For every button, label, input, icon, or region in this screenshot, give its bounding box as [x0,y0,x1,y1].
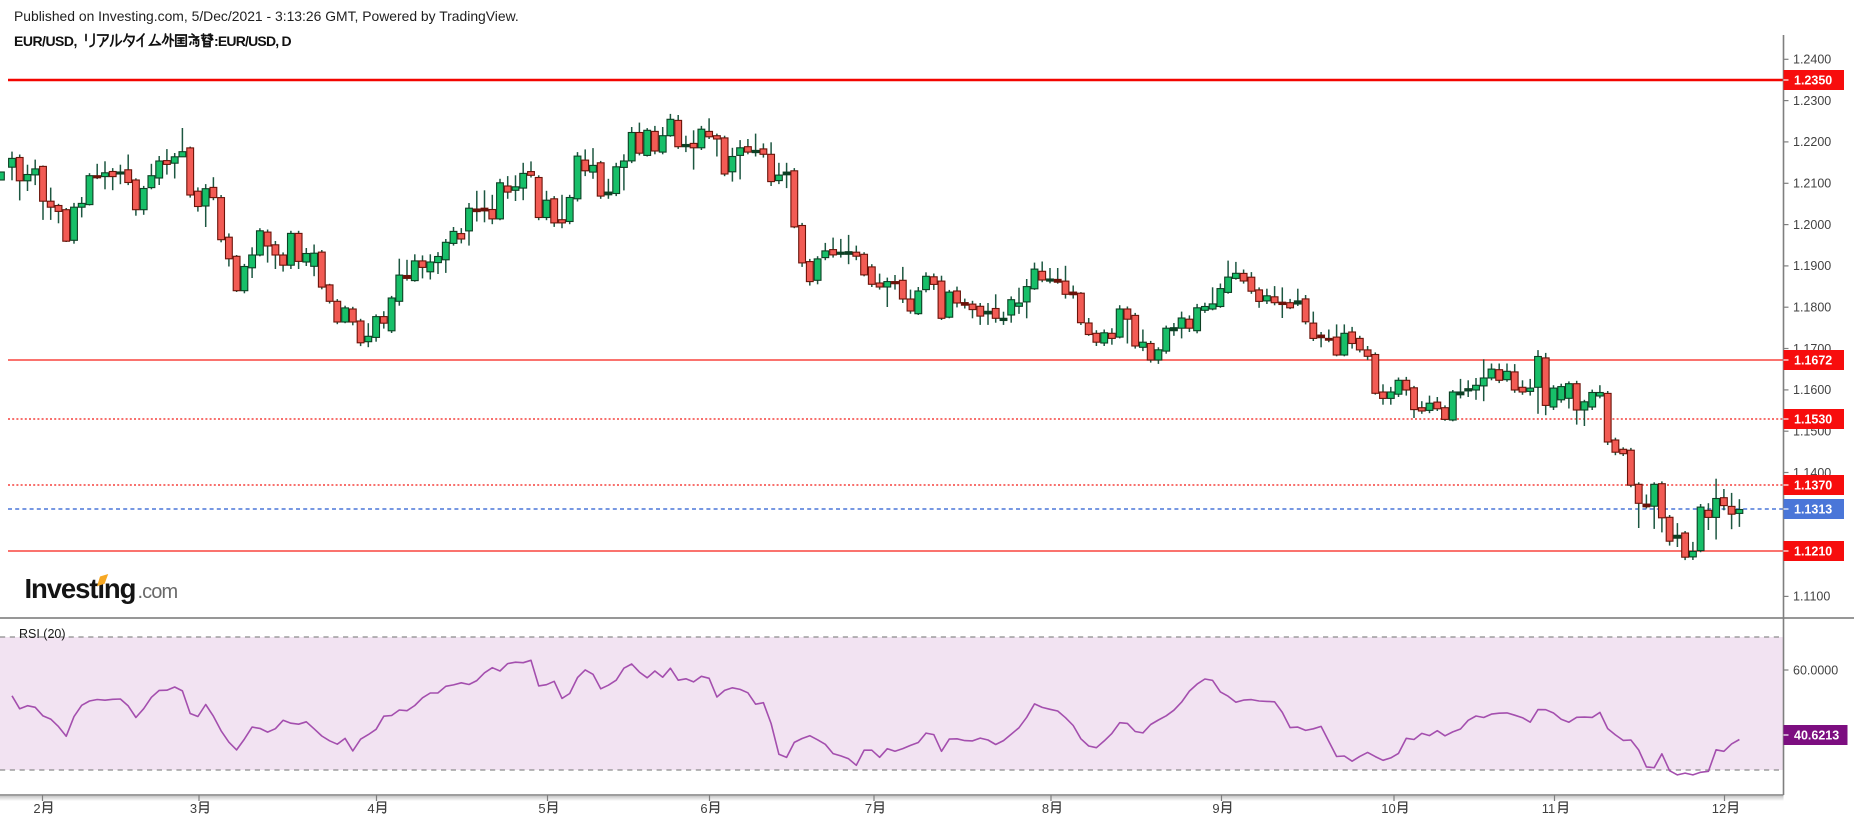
svg-text:5: 5 [538,801,545,816]
svg-text:7: 7 [865,801,872,816]
svg-text:4: 4 [367,801,374,816]
svg-text:1.2300: 1.2300 [1793,94,1831,108]
svg-text:8: 8 [1042,801,1049,816]
svg-text:1.2400: 1.2400 [1793,53,1831,67]
svg-text:1.1800: 1.1800 [1793,301,1831,315]
svg-text:10: 10 [1381,801,1395,816]
svg-text:3: 3 [190,801,197,816]
svg-text::EUR/USD, D: :EUR/USD, D [214,33,291,49]
svg-text:1.1900: 1.1900 [1793,259,1831,273]
svg-text:12: 12 [1712,801,1726,816]
svg-text:1.1370: 1.1370 [1794,479,1832,493]
svg-text:Investıng: Investıng [25,573,136,604]
svg-text:RSI (20): RSI (20) [19,627,66,641]
svg-text:1.1210: 1.1210 [1794,545,1832,559]
svg-text:.com: .com [138,581,178,603]
svg-text:1.1600: 1.1600 [1793,383,1831,397]
svg-text:6: 6 [700,801,707,816]
svg-text:2: 2 [33,801,40,816]
svg-text:1.1672: 1.1672 [1794,354,1832,368]
svg-text:1.1100: 1.1100 [1793,590,1830,604]
svg-text:Published on Investing.com, 5/: Published on Investing.com, 5/Dec/2021 -… [14,8,519,24]
svg-text:1.1530: 1.1530 [1794,413,1832,427]
svg-text:1.2000: 1.2000 [1793,218,1831,232]
svg-text:1.2350: 1.2350 [1794,74,1832,88]
svg-text:1.1313: 1.1313 [1794,503,1832,517]
svg-text:60.0000: 60.0000 [1793,663,1838,677]
svg-text:1.2200: 1.2200 [1793,135,1831,149]
svg-text:EUR/USD,: EUR/USD, [14,33,77,49]
svg-text:1.2100: 1.2100 [1793,177,1831,191]
svg-text:9: 9 [1212,801,1219,816]
svg-text:11: 11 [1542,801,1556,816]
svg-text:40.6213: 40.6213 [1794,729,1839,743]
